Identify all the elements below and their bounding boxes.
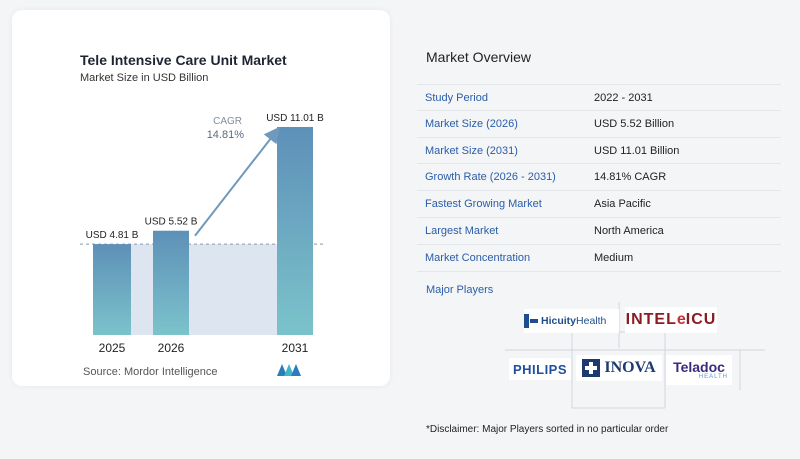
tick-label-2025: 2025 <box>99 341 126 355</box>
bar-2025 <box>93 244 131 335</box>
overview-value: USD 11.01 Billion <box>594 144 680 157</box>
intel-text: INTEL <box>625 311 677 328</box>
inova-mark-icon <box>582 359 601 377</box>
overview-label: Market Size (2026) <box>425 117 518 130</box>
icu-text: ICU <box>685 311 717 328</box>
market-overview-table: Study Period 2022 - 2031 Market Size (20… <box>417 84 781 272</box>
overview-label: Market Concentration <box>425 251 531 264</box>
intelelicu-logo: INTEL e ICU <box>625 307 717 333</box>
overview-label: Fastest Growing Market <box>425 198 542 211</box>
data-label-2031: USD 11.01 B <box>266 113 324 124</box>
data-label-2025: USD 4.81 B <box>86 230 139 241</box>
overview-value: Medium <box>594 251 634 264</box>
teladoc-logo: Teladoc HEALTH <box>666 355 732 385</box>
hicuity-health-logo: Hicuity Health <box>524 309 619 333</box>
philips-text: PHILIPS <box>512 361 568 377</box>
overview-row: Study Period 2022 - 2031 <box>417 84 781 111</box>
hicuity-mark-icon <box>524 314 538 328</box>
cagr-arrow <box>194 126 280 237</box>
data-label-2026: USD 5.52 B <box>145 217 198 228</box>
overview-value: USD 5.52 Billion <box>594 117 675 130</box>
tick-label-2026: 2026 <box>158 341 185 355</box>
bar-2031 <box>277 127 313 335</box>
bar-2026 <box>153 230 189 335</box>
players-grid-lines <box>505 302 765 409</box>
overview-value: Asia Pacific <box>594 198 651 211</box>
inova-logo: INOVA <box>576 355 662 381</box>
cagr-label: CAGR <box>213 116 242 127</box>
overview-label: Growth Rate (2026 - 2031) <box>425 171 556 184</box>
overview-value: 14.81% CAGR <box>594 171 667 184</box>
tick-label-2031: 2031 <box>282 341 309 355</box>
major-players-title: Major Players <box>426 284 494 296</box>
overview-row: Market Size (2031) USD 11.01 Billion <box>417 138 781 165</box>
inova-text: INOVA <box>604 359 656 376</box>
bar-chart: USD 4.81 B 2025 USD 5.52 B 2026 USD 11.01 B 2… <box>80 113 325 355</box>
overview-row: Fastest Growing Market Asia Pacific <box>417 191 781 218</box>
philips-logo: PHILIPS <box>509 358 571 380</box>
e-text: e <box>676 311 686 328</box>
overview-label: Largest Market <box>425 224 499 237</box>
overview-label: Study Period <box>425 92 488 104</box>
overview-row: Market Concentration Medium <box>417 245 781 272</box>
mordor-intelligence-logo <box>277 364 301 376</box>
health-text: Health <box>576 315 607 327</box>
overview-row: Largest Market North America <box>417 218 781 245</box>
overview-value: North America <box>594 224 664 237</box>
overview-row: Growth Rate (2026 - 2031) 14.81% CAGR <box>417 164 781 192</box>
overview-label: Market Size (2031) <box>425 144 518 157</box>
market-overview-title: Market Overview <box>426 49 532 65</box>
hicuity-text: Hicuity <box>541 315 577 327</box>
overview-row: Market Size (2026) USD 5.52 Billion <box>417 111 781 138</box>
chart-source: Source: Mordor Intelligence <box>83 366 218 378</box>
chart-title: Tele Intensive Care Unit Market <box>80 52 287 68</box>
cagr-value: 14.81% <box>207 129 245 141</box>
disclaimer: *Disclaimer: Major Players sorted in no … <box>426 424 669 435</box>
teladoc-text: Teladoc <box>673 359 725 375</box>
teladoc-health-text: HEALTH <box>698 374 728 380</box>
chart-subtitle: Market Size in USD Billion <box>80 72 209 84</box>
overview-value: 2022 - 2031 <box>594 92 653 104</box>
